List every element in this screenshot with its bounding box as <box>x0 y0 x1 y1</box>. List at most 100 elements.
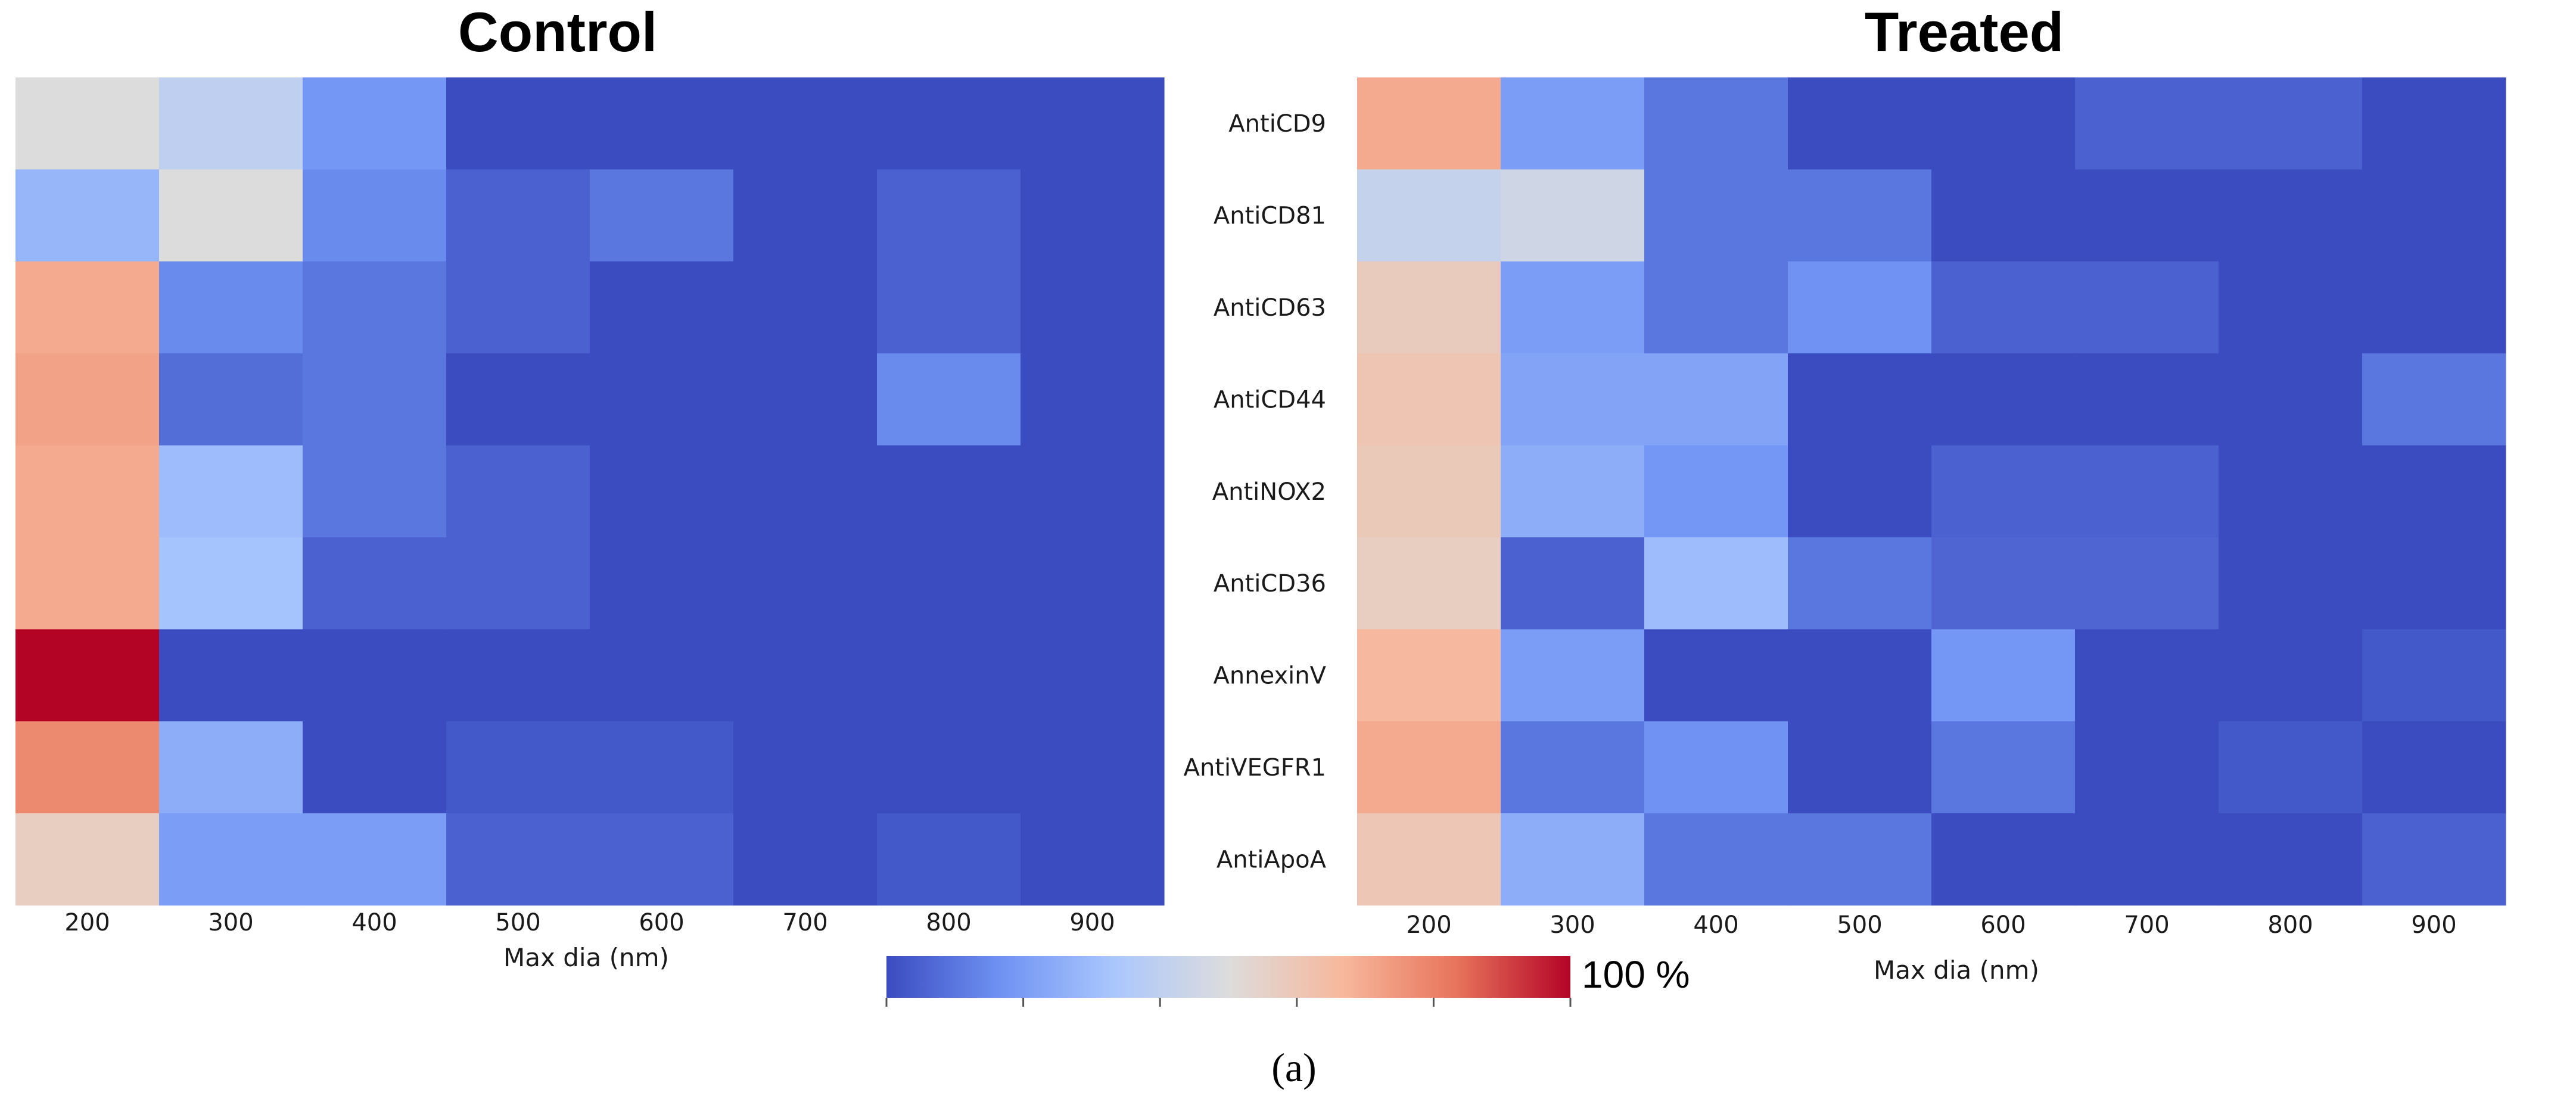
treated-cell-AntiNOX2-500 <box>1788 445 1932 538</box>
treated-cell-AntiVEGFR1-200 <box>1357 721 1501 814</box>
control-cell-AntiApoA-300 <box>159 813 303 906</box>
treated-cell-AntiCD81-600 <box>1931 169 2076 262</box>
treated-cell-AntiNOX2-600 <box>1931 445 2076 538</box>
control-cell-AntiApoA-600 <box>590 813 734 906</box>
control-cell-AntiApoA-400 <box>303 813 447 906</box>
control-cell-AntiNOX2-200 <box>15 445 160 538</box>
control-x-tick: 600 <box>639 909 684 936</box>
control-cell-AntiCD44-800 <box>877 353 1021 446</box>
control-cell-AntiCD36-900 <box>1021 537 1165 630</box>
control-x-tick: 800 <box>926 909 971 936</box>
treated-x-label: Max dia (nm) <box>1874 955 2039 985</box>
row-label: AnnexinV <box>1214 662 1327 690</box>
control-cell-AntiCD36-200 <box>15 537 160 630</box>
treated-cell-AntiCD36-200 <box>1357 537 1501 630</box>
treated-cell-AntiCD63-600 <box>1931 261 2076 354</box>
treated-cell-AntiCD44-500 <box>1788 353 1932 446</box>
treated-x-tick: 600 <box>1980 911 2026 939</box>
treated-cell-AnnexinV-700 <box>2075 629 2219 722</box>
control-cell-AntiApoA-200 <box>15 813 160 906</box>
treated-cell-AntiCD36-700 <box>2075 537 2219 630</box>
control-title: Control <box>458 1 657 63</box>
treated-cell-AntiCD36-900 <box>2362 537 2506 630</box>
control-cell-AntiVEGFR1-500 <box>446 721 590 814</box>
treated-cell-AntiCD81-900 <box>2362 169 2506 262</box>
treated-cell-AntiApoA-800 <box>2219 813 2363 906</box>
control-cell-AntiCD63-600 <box>590 261 734 354</box>
control-x-tick: 200 <box>64 909 110 936</box>
control-cell-AntiCD36-700 <box>733 537 878 630</box>
treated-cell-AntiCD63-700 <box>2075 261 2219 354</box>
control-cell-AntiCD36-400 <box>303 537 447 630</box>
treated-cell-AntiCD9-600 <box>1931 77 2076 170</box>
control-cell-AntiCD9-500 <box>446 77 590 170</box>
treated-cell-AntiVEGFR1-300 <box>1501 721 1645 814</box>
control-cell-AnnexinV-400 <box>303 629 447 722</box>
colorbar <box>886 956 1570 998</box>
treated-cell-AntiVEGFR1-900 <box>2362 721 2506 814</box>
treated-cell-AntiNOX2-900 <box>2362 445 2506 538</box>
treated-cell-AntiCD44-700 <box>2075 353 2219 446</box>
control-cell-AntiVEGFR1-600 <box>590 721 734 814</box>
treated-cell-AnnexinV-600 <box>1931 629 2076 722</box>
control-cell-AntiCD81-700 <box>733 169 878 262</box>
control-cell-AntiCD81-300 <box>159 169 303 262</box>
control-cell-AntiApoA-800 <box>877 813 1021 906</box>
control-x-ticks: 200 300 400 500 600 700 800 900 <box>64 909 1115 936</box>
control-cell-AntiCD81-200 <box>15 169 160 262</box>
control-cell-AntiApoA-500 <box>446 813 590 906</box>
control-cell-AnnexinV-800 <box>877 629 1021 722</box>
treated-cell-AntiApoA-200 <box>1357 813 1501 906</box>
treated-cell-AntiApoA-600 <box>1931 813 2076 906</box>
control-cell-AntiCD9-600 <box>590 77 734 170</box>
control-cell-AntiCD44-200 <box>15 353 160 446</box>
row-label: AntiVEGFR1 <box>1184 754 1326 782</box>
treated-x-tick: 500 <box>1837 911 1882 939</box>
treated-cell-AntiCD44-300 <box>1501 353 1645 446</box>
treated-cell-AntiNOX2-300 <box>1501 445 1645 538</box>
treated-cell-AntiCD9-400 <box>1644 77 1788 170</box>
control-cell-AntiCD63-800 <box>877 261 1021 354</box>
treated-cell-AntiCD44-200 <box>1357 353 1501 446</box>
treated-cell-AntiCD36-600 <box>1931 537 2076 630</box>
colorbar-ticks <box>885 998 1572 1007</box>
row-labels: AntiCD9 AntiCD81 AntiCD63 AntiCD44 AntiNOX2 A… <box>1184 110 1327 873</box>
treated-x-tick: 400 <box>1693 911 1738 939</box>
treated-cell-AntiCD63-900 <box>2362 261 2506 354</box>
treated-x-tick: 700 <box>2124 911 2169 939</box>
control-cell-AntiNOX2-300 <box>159 445 303 538</box>
control-cell-AntiCD63-200 <box>15 261 160 354</box>
control-x-tick: 300 <box>208 909 253 936</box>
control-cell-AntiApoA-700 <box>733 813 878 906</box>
row-label: AntiCD9 <box>1228 110 1326 138</box>
treated-cell-AntiCD81-800 <box>2219 169 2363 262</box>
treated-cell-AntiCD63-200 <box>1357 261 1501 354</box>
control-cell-AntiCD36-600 <box>590 537 734 630</box>
row-label: AntiCD36 <box>1214 570 1326 597</box>
treated-x-tick: 900 <box>2411 911 2456 939</box>
treated-cell-AnnexinV-900 <box>2362 629 2506 722</box>
treated-cell-AntiVEGFR1-500 <box>1788 721 1932 814</box>
control-x-tick: 900 <box>1069 909 1115 936</box>
control-cell-AnnexinV-500 <box>446 629 590 722</box>
control-cell-AnnexinV-300 <box>159 629 303 722</box>
control-x-tick: 500 <box>495 909 540 936</box>
row-label: AntiCD81 <box>1214 203 1326 230</box>
treated-cell-AntiNOX2-800 <box>2219 445 2363 538</box>
treated-cell-AntiApoA-500 <box>1788 813 1932 906</box>
control-cell-AntiNOX2-900 <box>1021 445 1165 538</box>
treated-cell-AntiVEGFR1-600 <box>1931 721 2076 814</box>
treated-cell-AnnexinV-400 <box>1644 629 1788 722</box>
treated-x-tick: 300 <box>1550 911 1595 939</box>
control-x-tick: 400 <box>351 909 397 936</box>
control-cell-AntiCD44-500 <box>446 353 590 446</box>
treated-cell-AntiCD9-800 <box>2219 77 2363 170</box>
row-label: AntiNOX2 <box>1212 478 1326 506</box>
control-cell-AntiVEGFR1-400 <box>303 721 447 814</box>
treated-cell-AntiCD81-700 <box>2075 169 2219 262</box>
control-cell-AntiCD63-700 <box>733 261 878 354</box>
treated-cell-AntiApoA-400 <box>1644 813 1788 906</box>
treated-cell-AntiCD44-800 <box>2219 353 2363 446</box>
treated-cell-AntiCD44-900 <box>2362 353 2506 446</box>
